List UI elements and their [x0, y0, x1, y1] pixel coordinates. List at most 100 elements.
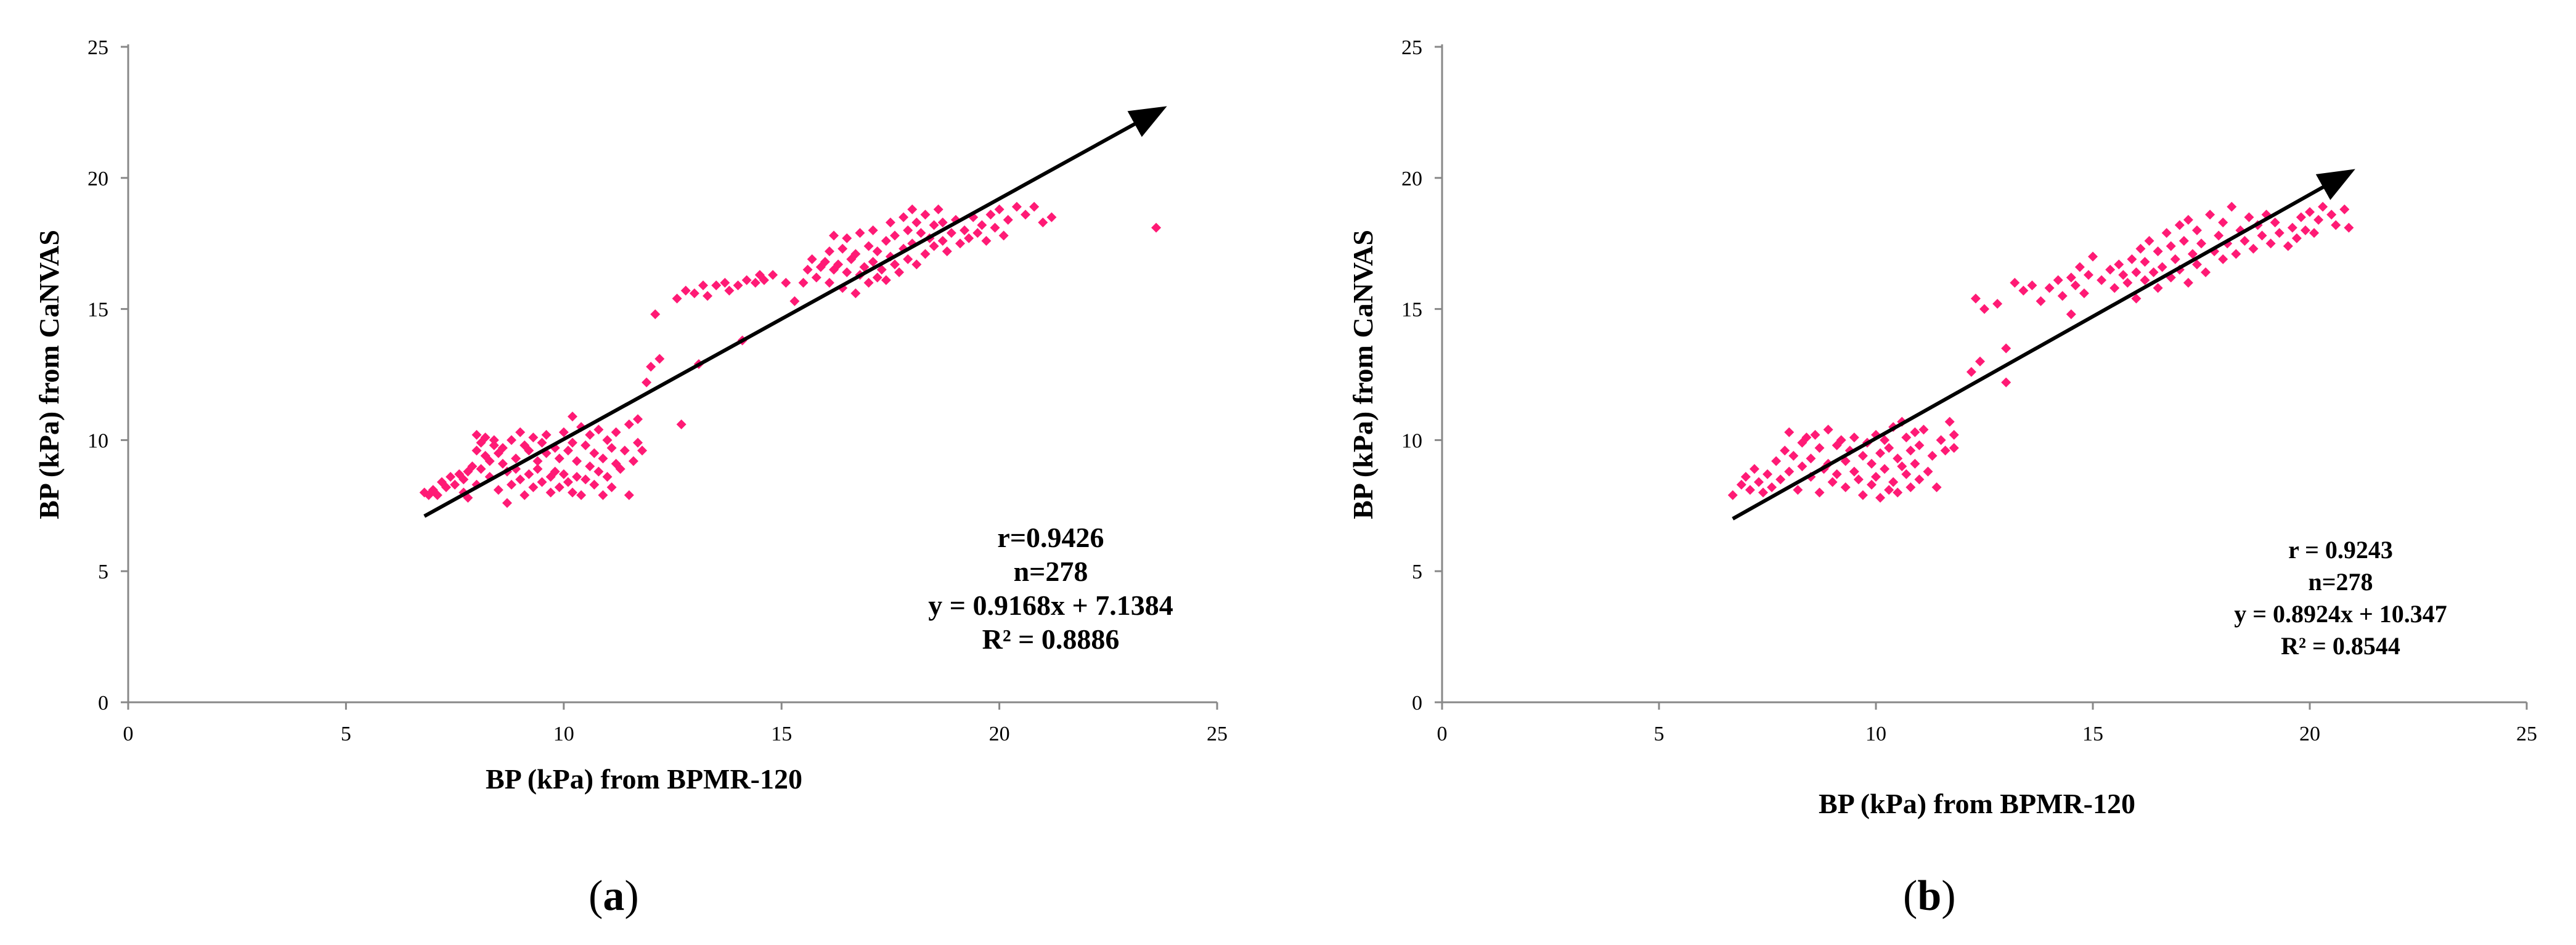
data-point — [1775, 474, 1786, 485]
data-point — [632, 414, 643, 424]
data-point — [1753, 477, 1764, 487]
data-point — [859, 262, 870, 272]
data-point — [798, 278, 809, 288]
data-point — [1949, 443, 1959, 453]
data-point — [554, 482, 565, 493]
data-point — [2018, 285, 2029, 296]
data-point — [1871, 471, 1881, 482]
stat-annotation: y = 0.8924x + 10.347 — [2234, 600, 2447, 628]
x-tick-label: 25 — [2516, 723, 2537, 745]
data-point — [2083, 270, 2093, 280]
x-axis-title: BP (kPa) from BPMR-120 — [1819, 788, 2135, 819]
y-tick-label: 25 — [88, 36, 108, 59]
data-point — [855, 228, 865, 238]
data-point — [820, 256, 830, 267]
y-tick-label: 10 — [88, 429, 108, 452]
data-point — [937, 217, 948, 228]
data-point — [654, 354, 665, 364]
data-point — [942, 246, 952, 256]
chart-panel-b: 0 5 10 15 20 25 0 5 10 15 20 25 BP (kPa) from CaNVAS… — [1288, 0, 2576, 945]
data-point — [1875, 493, 1886, 503]
data-point — [2283, 241, 2293, 251]
data-point — [1906, 482, 1916, 493]
data-point — [2187, 249, 2198, 259]
data-point — [1736, 479, 1747, 490]
data-point — [881, 235, 891, 246]
data-point — [724, 285, 735, 296]
data-point — [2105, 264, 2116, 275]
data-point — [990, 222, 1000, 233]
data-point — [2001, 377, 2011, 387]
data-point — [606, 482, 617, 493]
data-point — [916, 228, 926, 238]
data-point — [2079, 288, 2089, 299]
data-point — [619, 445, 630, 456]
data-point — [581, 474, 591, 485]
data-point — [733, 280, 743, 291]
data-point — [2313, 214, 2324, 225]
data-point — [824, 246, 834, 256]
data-point — [2131, 267, 2142, 278]
x-tick-label: 15 — [771, 723, 792, 745]
data-point — [920, 249, 931, 259]
data-point — [2053, 275, 2063, 285]
data-point — [998, 230, 1009, 241]
y-tick-label: 15 — [88, 299, 108, 322]
data-point — [985, 209, 996, 220]
data-point — [977, 220, 987, 230]
trend-arrow — [423, 106, 1167, 518]
data-point — [585, 429, 595, 440]
data-point — [2044, 283, 2055, 293]
data-point — [2248, 243, 2259, 254]
data-point — [946, 228, 956, 238]
data-point — [550, 466, 560, 477]
data-point — [960, 225, 970, 235]
data-point — [2339, 204, 2350, 214]
data-point — [1880, 435, 1890, 445]
data-point — [789, 296, 800, 306]
data-point — [1866, 479, 1877, 490]
data-point — [467, 461, 478, 471]
data-point — [563, 445, 573, 456]
data-point — [1801, 432, 1812, 443]
x-tick-label: 25 — [1207, 723, 1228, 745]
data-point — [2291, 233, 2302, 243]
data-point — [471, 445, 482, 456]
x-tick-label: 10 — [553, 723, 574, 745]
data-point — [911, 259, 922, 270]
data-point — [850, 249, 861, 259]
data-point — [2265, 238, 2276, 249]
panel-caption-a: (a) — [589, 872, 639, 920]
data-point — [2074, 262, 2085, 272]
data-point — [2157, 262, 2167, 272]
data-point — [528, 432, 539, 443]
data-point — [2097, 275, 2107, 285]
data-point — [1046, 212, 1057, 222]
data-point — [567, 487, 577, 498]
data-point — [476, 464, 486, 474]
data-point — [502, 498, 512, 508]
data-point — [2205, 209, 2215, 220]
x-axis-title: BP (kPa) from BPMR-120 — [486, 763, 802, 795]
data-point — [1727, 490, 1738, 500]
data-point — [520, 490, 530, 500]
data-point — [506, 435, 516, 445]
data-point — [1832, 469, 1842, 479]
data-point — [811, 272, 821, 283]
data-point — [489, 440, 499, 450]
data-point — [2118, 270, 2129, 280]
data-point — [537, 437, 547, 448]
data-point — [1866, 458, 1877, 469]
data-point — [2244, 212, 2254, 222]
data-point — [624, 490, 634, 500]
data-point — [558, 427, 569, 437]
data-point — [881, 275, 891, 285]
data-point — [602, 471, 613, 482]
stat-annotation: R² = 0.8886 — [982, 623, 1120, 655]
data-point — [1763, 469, 1772, 479]
data-point — [899, 212, 909, 222]
data-point — [637, 445, 648, 456]
data-point — [1949, 429, 1959, 440]
data-point — [528, 482, 539, 493]
data-point — [2231, 249, 2241, 259]
